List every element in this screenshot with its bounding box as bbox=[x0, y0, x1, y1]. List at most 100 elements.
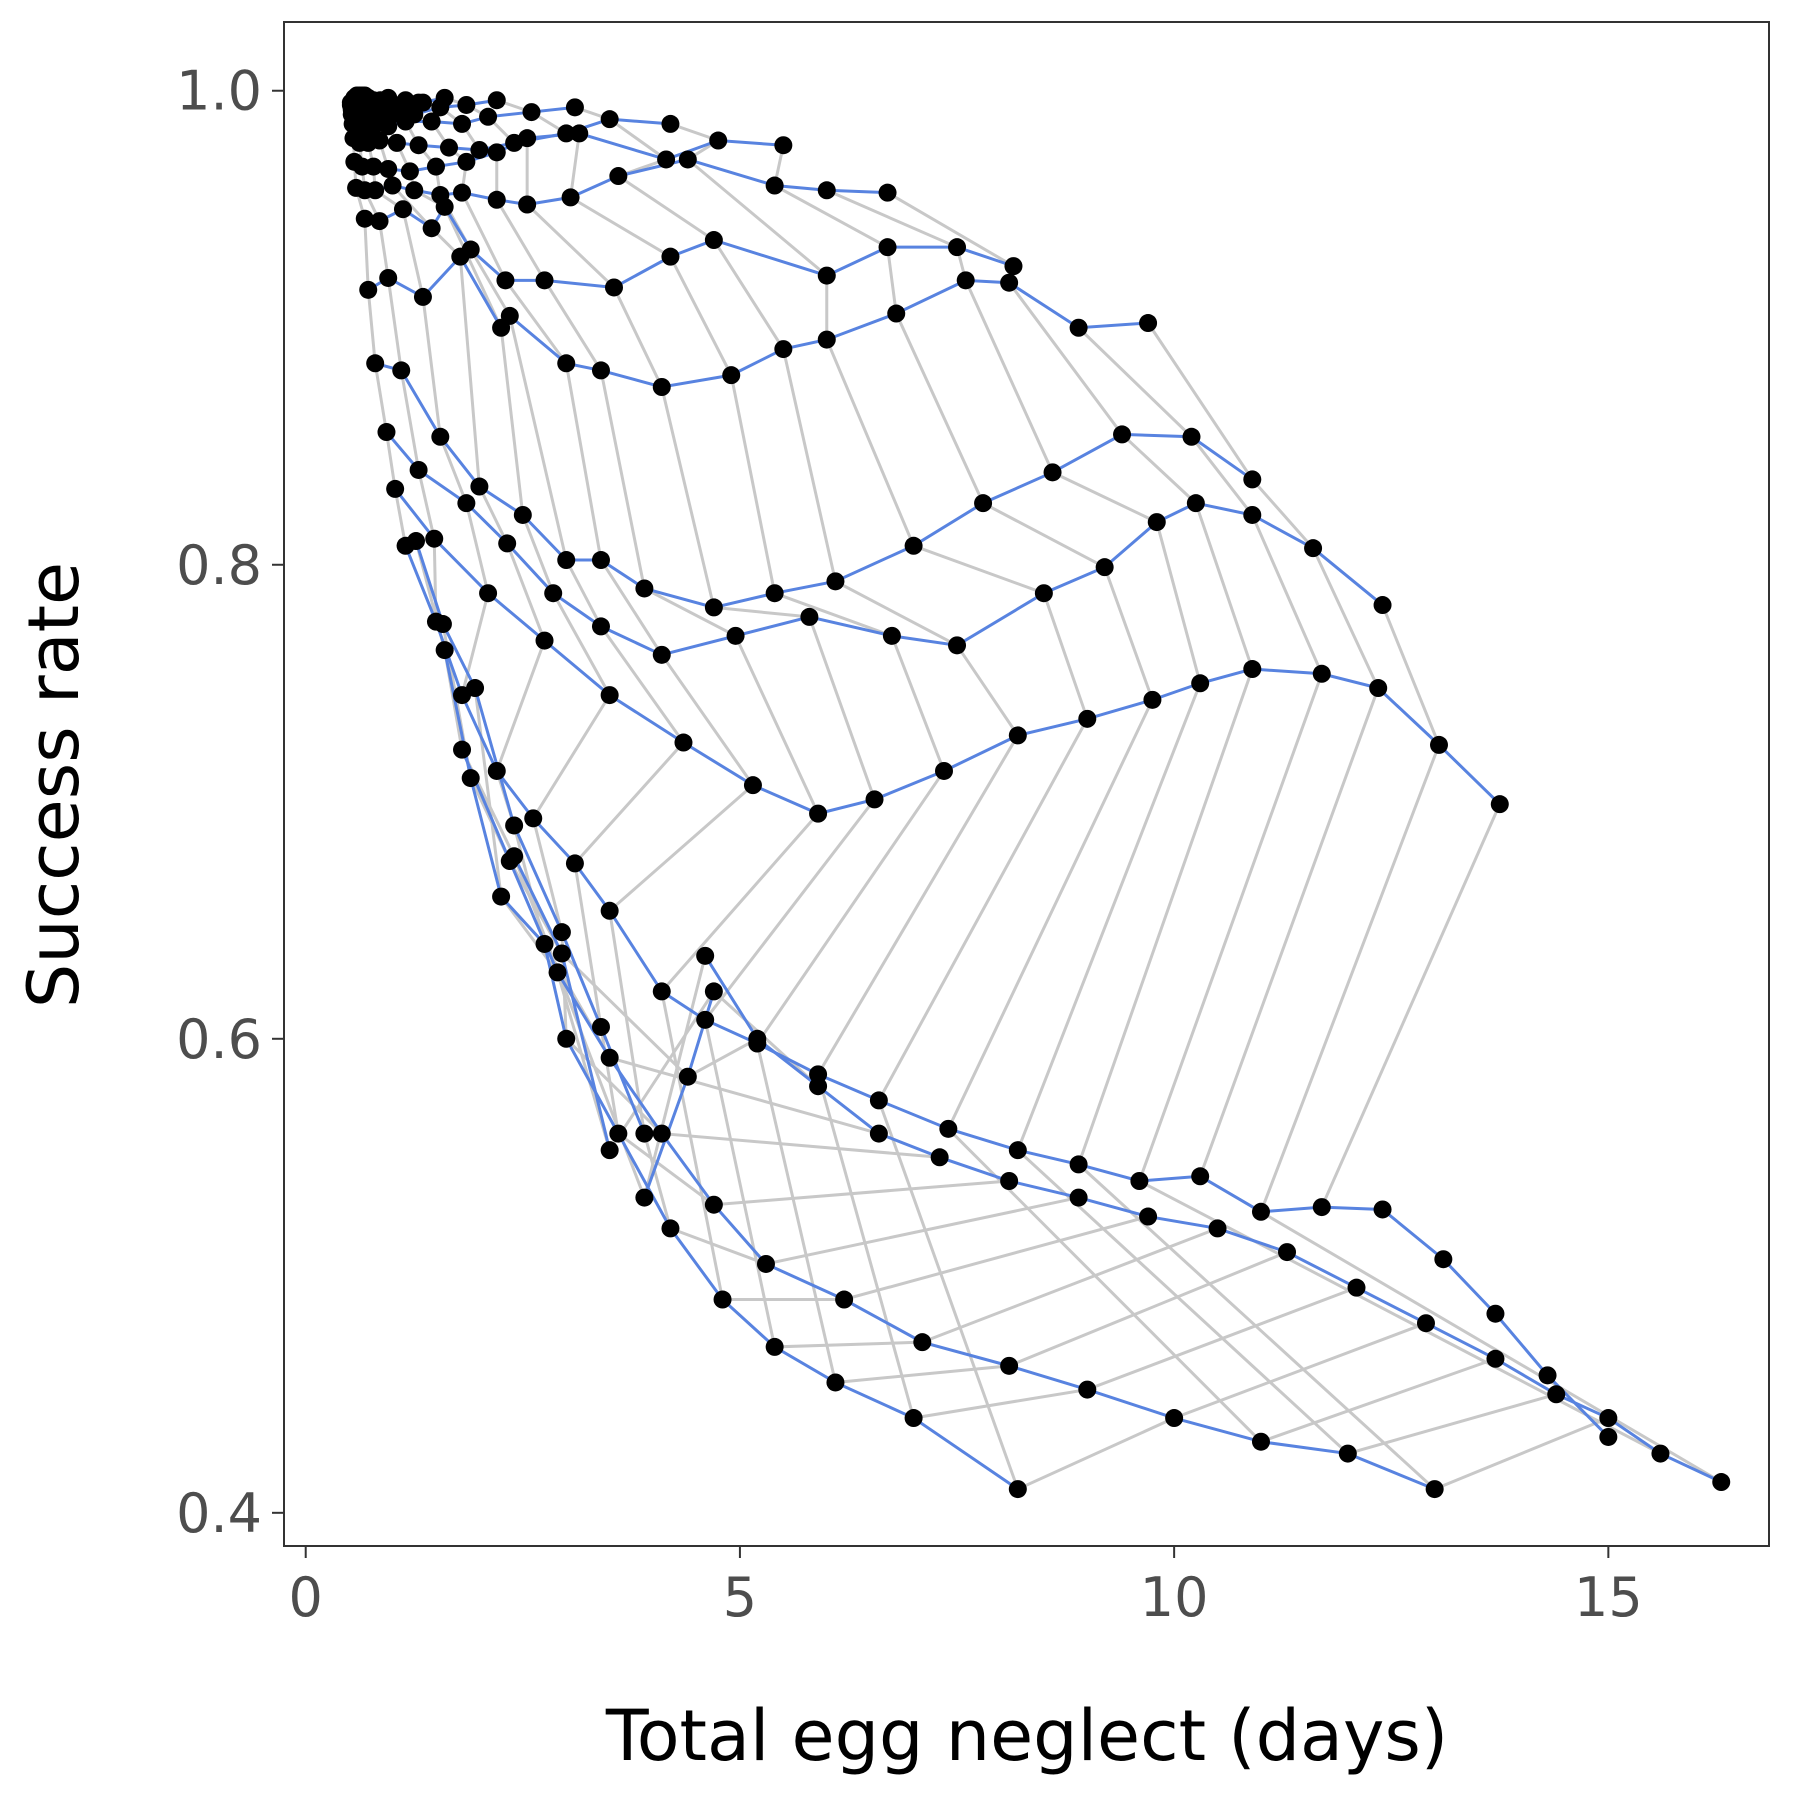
data-point bbox=[518, 195, 537, 214]
data-point bbox=[904, 536, 923, 555]
data-point bbox=[657, 150, 676, 169]
data-point bbox=[522, 103, 541, 122]
data-point bbox=[1043, 463, 1062, 482]
data-point bbox=[765, 176, 784, 195]
data-point bbox=[1243, 660, 1262, 679]
x-tick-label: 5 bbox=[723, 1566, 757, 1629]
data-point bbox=[956, 271, 975, 290]
series-line bbox=[404, 545, 1610, 1439]
data-point bbox=[383, 176, 402, 195]
data-point bbox=[635, 1124, 654, 1143]
data-point bbox=[355, 209, 374, 228]
data-point bbox=[591, 551, 610, 570]
data-point bbox=[393, 200, 412, 219]
data-point bbox=[743, 776, 762, 795]
data-point bbox=[409, 460, 428, 479]
data-point bbox=[431, 98, 450, 117]
data-point bbox=[591, 1017, 610, 1036]
data-point bbox=[561, 188, 580, 207]
data-point bbox=[422, 112, 441, 131]
data-point bbox=[565, 854, 584, 873]
data-point bbox=[366, 181, 385, 200]
data-point bbox=[1312, 664, 1331, 683]
x-tick-label: 15 bbox=[1574, 1566, 1643, 1629]
data-point bbox=[1251, 1202, 1270, 1221]
data-point bbox=[678, 1067, 697, 1086]
data-point bbox=[548, 963, 567, 982]
data-point bbox=[1008, 726, 1027, 745]
plot-frame bbox=[283, 21, 1770, 1547]
y-axis-title: Success rate bbox=[13, 562, 95, 1008]
data-point bbox=[479, 107, 498, 126]
data-point bbox=[407, 532, 425, 551]
data-point bbox=[704, 231, 723, 250]
data-point bbox=[1191, 674, 1210, 693]
data-point bbox=[835, 1290, 854, 1309]
data-point bbox=[557, 354, 576, 373]
x-tick-label: 0 bbox=[289, 1566, 323, 1629]
data-point bbox=[405, 181, 424, 200]
data-point bbox=[377, 423, 396, 442]
data-point bbox=[948, 636, 967, 655]
data-point bbox=[518, 129, 537, 148]
data-point bbox=[826, 572, 845, 591]
data-point bbox=[1004, 257, 1023, 276]
data-point bbox=[461, 769, 480, 788]
data-point bbox=[939, 1119, 958, 1138]
data-point bbox=[774, 136, 793, 155]
data-point bbox=[392, 361, 411, 380]
data-point bbox=[609, 167, 628, 186]
data-point bbox=[425, 529, 444, 548]
data-point bbox=[1425, 1480, 1444, 1499]
data-point bbox=[935, 761, 953, 780]
data-point bbox=[386, 479, 405, 498]
data-point bbox=[1208, 1219, 1227, 1238]
data-point bbox=[726, 626, 745, 645]
data-point bbox=[552, 923, 571, 942]
data-point bbox=[557, 1029, 576, 1048]
data-point bbox=[1599, 1409, 1618, 1428]
data-point bbox=[1000, 273, 1019, 292]
x-tick-label: 10 bbox=[1140, 1566, 1209, 1629]
y-tick-label: 0.6 bbox=[176, 1008, 262, 1071]
data-point bbox=[817, 330, 836, 349]
data-point bbox=[661, 247, 680, 266]
data-point bbox=[1373, 596, 1392, 615]
data-point bbox=[496, 271, 515, 290]
data-point bbox=[605, 278, 623, 297]
data-point bbox=[600, 1141, 619, 1160]
data-point bbox=[466, 679, 485, 698]
data-point bbox=[1078, 1380, 1097, 1399]
data-point bbox=[396, 112, 415, 131]
data-point bbox=[387, 133, 406, 152]
data-point bbox=[1538, 1366, 1557, 1385]
data-point bbox=[974, 494, 993, 513]
data-point bbox=[817, 181, 836, 200]
data-point bbox=[492, 887, 511, 906]
data-point bbox=[678, 150, 697, 169]
data-point bbox=[366, 354, 385, 373]
data-point bbox=[1130, 1171, 1149, 1190]
connector-line bbox=[418, 96, 1219, 1349]
data-point bbox=[1278, 1243, 1297, 1262]
data-point bbox=[1304, 539, 1323, 558]
data-point bbox=[600, 686, 619, 705]
data-point bbox=[451, 247, 470, 266]
data-point bbox=[1095, 558, 1114, 577]
data-point bbox=[1186, 494, 1205, 513]
series-line bbox=[443, 649, 1019, 1491]
data-point bbox=[1243, 470, 1262, 489]
data-point bbox=[1369, 679, 1388, 698]
data-point bbox=[557, 551, 576, 570]
data-point bbox=[756, 1254, 775, 1273]
y-tick-label: 0.8 bbox=[176, 534, 262, 597]
data-point bbox=[453, 114, 472, 133]
data-point bbox=[1338, 1444, 1357, 1463]
data-point bbox=[765, 1337, 784, 1356]
data-point bbox=[765, 584, 784, 603]
data-point bbox=[524, 809, 543, 828]
data-point bbox=[470, 477, 489, 496]
series-line bbox=[385, 431, 1384, 657]
data-point bbox=[661, 114, 680, 133]
